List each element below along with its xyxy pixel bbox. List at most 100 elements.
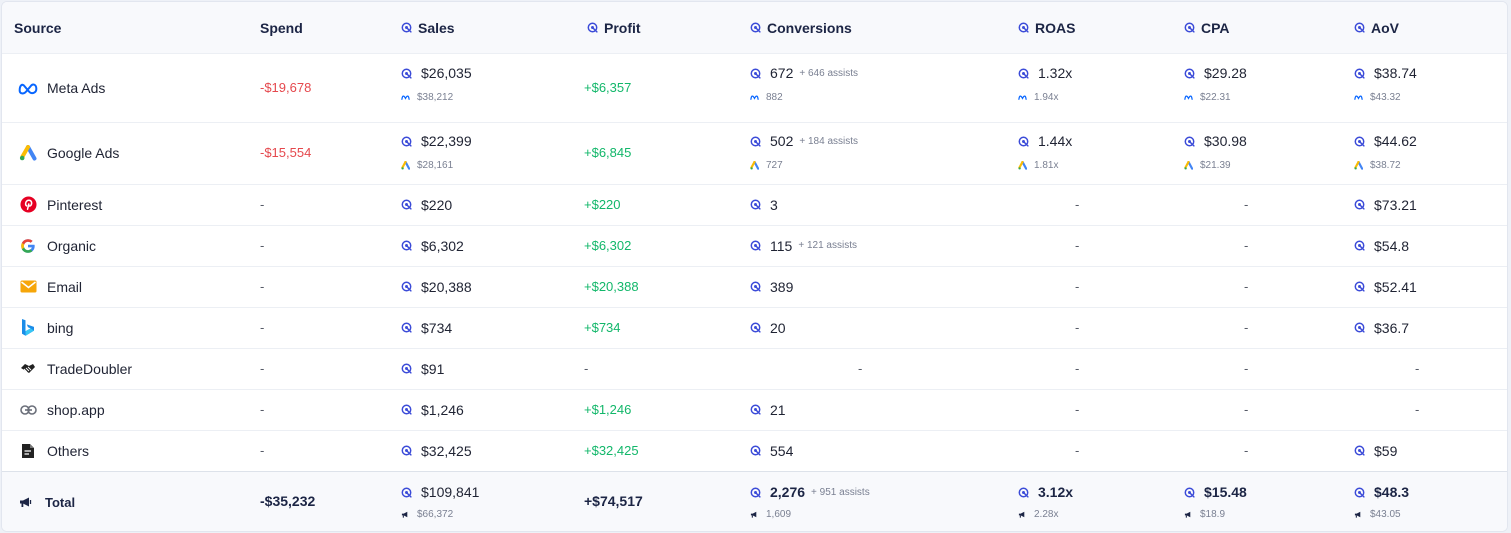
sales-value: $734 <box>421 319 453 336</box>
pixel-icon <box>1018 136 1029 147</box>
sales-value: $20,388 <box>421 278 472 295</box>
conversions-platform-value: 727 <box>766 160 783 171</box>
cell-line: 115 + 121 assists <box>750 238 857 254</box>
source-name: Meta Ads <box>47 80 106 96</box>
header-sales[interactable]: Sales <box>401 2 455 53</box>
pixel-icon <box>401 487 412 498</box>
cell-line: - <box>858 361 862 376</box>
google-ads-logo-icon <box>1018 161 1027 170</box>
roas-value: 1.32x <box>1038 65 1073 81</box>
pixel-icon <box>1184 136 1195 147</box>
table-row[interactable]: shop.app - $1,246 +$1,246 21 - - - <box>2 389 1507 431</box>
google-logo-icon <box>18 236 38 256</box>
pixel-icon <box>750 136 761 147</box>
assists-value: + 646 assists <box>799 67 859 79</box>
total-conversions-value: 2,276 <box>770 484 806 500</box>
aov-value: $44.62 <box>1374 133 1417 149</box>
tradedoubler-logo-icon <box>18 359 38 379</box>
total-row: Total -$35,232 $109,841 $66,372 +$74,517 2,27… <box>2 471 1507 531</box>
cell-line: $220 <box>401 197 452 213</box>
pixel-icon <box>401 22 412 33</box>
cell-line: - <box>1244 443 1248 458</box>
cell-line: - <box>260 197 264 212</box>
cell-line: 2.28x <box>1018 509 1058 520</box>
table-row[interactable]: Meta Ads -$19,678 $26,035 $38,212 +$6,357 672… <box>2 54 1507 123</box>
table-row[interactable]: Organic - $6,302 +$6,302 115 + 121 assists - - $… <box>2 225 1507 267</box>
total-spend-value: -$35,232 <box>260 493 316 509</box>
cell-line: $38.72 <box>1354 160 1401 171</box>
table-row[interactable]: Pinterest - $220 +$220 3 - - $73.21 <box>2 184 1507 226</box>
aov-value: - <box>1415 401 1420 417</box>
total-roas-value: 3.12x <box>1038 484 1074 500</box>
cell-line: $1,246 <box>401 402 464 418</box>
spend-value: - <box>260 401 265 417</box>
profit-value: +$220 <box>584 196 621 212</box>
cell-line: $54.8 <box>1354 238 1409 254</box>
header-profit[interactable]: Profit <box>587 2 641 53</box>
pixel-icon <box>750 487 761 498</box>
pixel-icon <box>401 281 412 292</box>
cell-line: 554 <box>750 443 793 459</box>
sales-value: $26,035 <box>421 65 472 81</box>
cell-line: $22.31 <box>1184 92 1231 103</box>
source-name: Email <box>47 278 83 295</box>
table-row[interactable]: bing - $734 +$734 20 - - $36.7 <box>2 307 1507 349</box>
aov-value: $52.41 <box>1374 278 1417 295</box>
megaphone-icon <box>16 492 36 512</box>
header-roas[interactable]: ROAS <box>1018 2 1075 53</box>
pixel-icon <box>750 22 761 33</box>
table-row[interactable]: Email - $20,388 +$20,388 389 - - $52.41 <box>2 266 1507 308</box>
total-assists-value: + 951 assists <box>811 486 870 498</box>
table-row[interactable]: TradeDoubler - $91 - - - - - <box>2 348 1507 390</box>
aov-value: $38.74 <box>1374 65 1417 81</box>
aov-value: $54.8 <box>1374 237 1410 254</box>
cell-line: - <box>584 361 588 376</box>
sales-platform-value: $28,161 <box>417 160 454 171</box>
cell-line: - <box>1244 361 1248 376</box>
cell-line: - <box>260 238 264 253</box>
source-cell: Pinterest <box>18 195 102 215</box>
pixel-icon <box>750 68 761 79</box>
spend-value: - <box>260 196 265 212</box>
header-conversions[interactable]: Conversions <box>750 2 852 53</box>
cell-line: 2,276 + 951 assists <box>750 484 870 500</box>
cell-line: 502 + 184 assists <box>750 133 858 149</box>
aov-platform-value: $43.32 <box>1370 92 1401 103</box>
cell-line: - <box>1075 443 1079 458</box>
google-ads-logo-icon <box>18 143 38 163</box>
cpa-value: - <box>1244 360 1249 376</box>
pixel-icon <box>750 281 761 292</box>
cell-line: $66,372 <box>401 509 453 520</box>
cpa-platform-value: $21.39 <box>1200 160 1231 171</box>
pixel-icon <box>750 240 761 251</box>
cell-line: - <box>1244 238 1248 253</box>
cell-line: 3 <box>750 197 778 213</box>
header-aov[interactable]: AoV <box>1354 2 1399 53</box>
cell-line: $43.32 <box>1354 92 1401 103</box>
meta-logo-icon <box>401 93 410 102</box>
cpa-value: - <box>1244 401 1249 417</box>
cell-line: - <box>260 279 264 294</box>
header-source[interactable]: Source <box>14 19 62 36</box>
pixel-icon <box>1354 445 1365 456</box>
link-logo-icon <box>18 400 38 420</box>
pinterest-logo-icon <box>18 195 38 215</box>
conversions-value: 672 <box>770 65 794 81</box>
profit-value: +$20,388 <box>584 278 639 294</box>
sales-value: $91 <box>421 360 445 377</box>
header-cpa[interactable]: CPA <box>1184 2 1230 53</box>
spend-value: - <box>260 360 265 376</box>
aov-platform-value: $38.72 <box>1370 160 1401 171</box>
header-spend[interactable]: Spend <box>260 19 303 36</box>
megaphone-icon <box>1354 510 1363 519</box>
pixel-icon <box>750 322 761 333</box>
spend-value: - <box>260 442 265 458</box>
cell-line: $91 <box>401 361 444 377</box>
table-row[interactable]: Others - $32,425 +$32,425 554 - - $59 <box>2 430 1507 472</box>
google-ads-logo-icon <box>750 161 759 170</box>
pixel-icon <box>1018 487 1029 498</box>
cell-line: $36.7 <box>1354 320 1409 336</box>
table-row[interactable]: Google Ads -$15,554 $22,399 $28,161 +$6,845 5… <box>2 122 1507 185</box>
assists-value: + 184 assists <box>799 135 859 147</box>
